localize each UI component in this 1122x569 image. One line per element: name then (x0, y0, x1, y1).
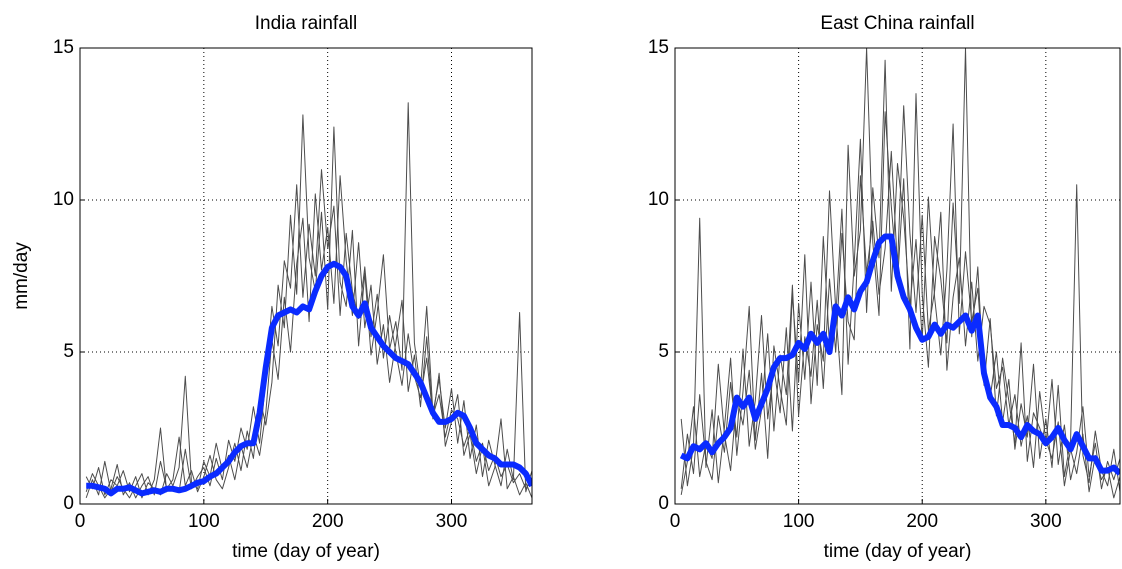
panel: 0 100 200 300 0 5 10 15 India rainfall time (day … (11, 13, 533, 562)
x-tick-label: 100 (188, 511, 220, 532)
y-tick-label: 5 (658, 341, 669, 362)
x-tick-label: 200 (312, 511, 344, 532)
x-tick-label: 0 (670, 511, 681, 532)
y-tick-label: 0 (63, 493, 74, 514)
x-axis-label: time (day of year) (232, 541, 380, 562)
x-tick-label: 100 (783, 511, 815, 532)
x-tick-label: 200 (906, 511, 938, 532)
panel: 0 100 200 300 0 5 10 15 East China rainfall time … (648, 13, 1121, 562)
y-tick-label: 15 (53, 37, 74, 58)
chart-title: East China rainfall (820, 13, 974, 34)
mean-line (679, 233, 1120, 476)
axes-frame (674, 47, 1121, 505)
x-tick-label: 300 (436, 511, 468, 532)
y-tick-label: 10 (53, 189, 74, 210)
x-tick-label: 300 (1030, 511, 1062, 532)
chart-title: India rainfall (255, 13, 357, 34)
lines (679, 48, 1120, 499)
year-line (680, 48, 1120, 490)
y-tick-label: 10 (648, 189, 669, 210)
x-tick-label: 0 (75, 511, 86, 532)
mean-line (86, 260, 532, 497)
lines (85, 102, 532, 499)
y-axis-label: mm/day (11, 242, 32, 310)
year-line (85, 169, 532, 499)
year-line (85, 102, 532, 499)
year-line (85, 175, 532, 499)
y-tick-label: 15 (648, 37, 669, 58)
x-axis-label: time (day of year) (824, 541, 972, 562)
y-tick-label: 0 (658, 493, 669, 514)
y-tick-label: 5 (63, 341, 74, 362)
axes-frame (79, 47, 533, 505)
